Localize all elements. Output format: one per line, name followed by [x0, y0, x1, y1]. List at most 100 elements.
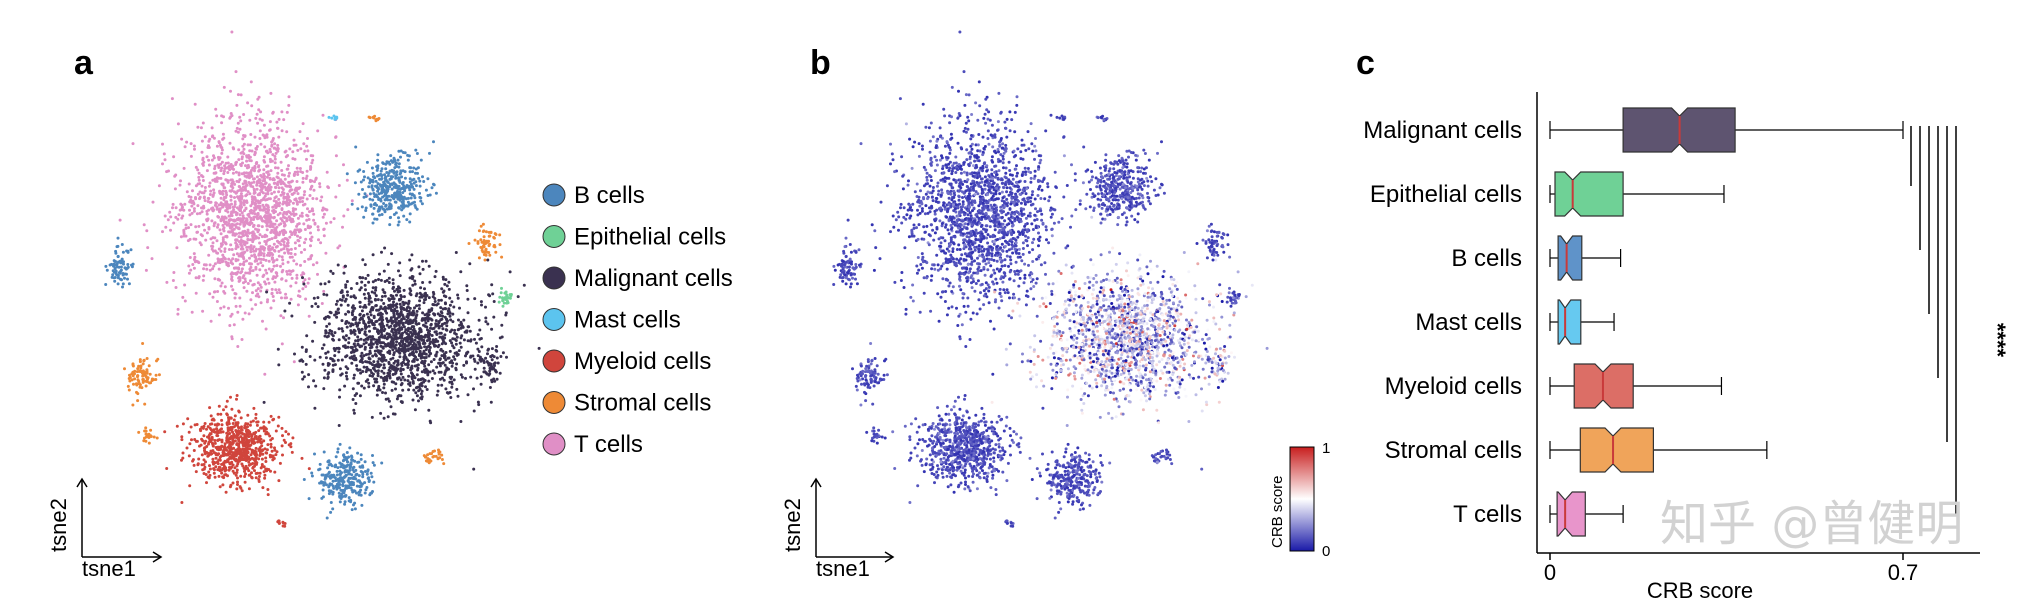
cell-point [240, 197, 244, 201]
cell-point [375, 377, 378, 381]
cell-point [299, 147, 303, 151]
cell-point [440, 354, 444, 358]
cell-point [361, 188, 364, 191]
cell-point [289, 212, 293, 216]
cell-point [429, 360, 433, 364]
cell-point [376, 164, 380, 168]
cell-point [395, 340, 399, 344]
cell-point [340, 471, 343, 475]
cell-point [457, 327, 461, 331]
cell-point [334, 464, 337, 468]
cell-point [345, 280, 349, 283]
cell-point [230, 465, 234, 469]
cell-point [298, 200, 302, 204]
cell-point [361, 276, 365, 280]
cell-point [508, 270, 512, 274]
cell-point [408, 292, 412, 295]
cell-point [250, 174, 254, 178]
cell-point [371, 212, 375, 216]
cell-point [436, 302, 440, 306]
cell-point [390, 187, 394, 191]
cell-point [483, 258, 487, 262]
cell-point [372, 360, 376, 364]
cell-point [441, 290, 445, 294]
cell-point [126, 250, 130, 254]
cell-point [333, 347, 337, 351]
cell-point [225, 431, 229, 435]
cell-point [371, 198, 375, 202]
cell-point [331, 507, 335, 511]
cell-point [215, 239, 219, 243]
cell-point [302, 193, 306, 197]
cell-point [135, 370, 139, 374]
cell-point [139, 366, 143, 370]
cell-point [327, 463, 331, 467]
cell-point [411, 398, 415, 402]
cell-point [349, 498, 353, 502]
cell-point [383, 294, 387, 298]
cell-point [305, 218, 309, 222]
cell-point [215, 207, 219, 211]
cell-point [322, 289, 326, 293]
cell-point [450, 382, 454, 386]
cell-point [234, 161, 238, 165]
cell-point [331, 369, 335, 372]
cell-point [192, 209, 196, 213]
cell-point [417, 354, 421, 358]
cell-point [343, 264, 347, 268]
cell-point [300, 370, 304, 374]
cell-point [337, 346, 341, 350]
cell-point [386, 415, 390, 419]
cell-point [216, 163, 220, 167]
cell-point [303, 278, 307, 282]
cell-point [230, 407, 234, 411]
cell-point [274, 288, 278, 292]
cell-point [293, 233, 297, 236]
cell-point [473, 337, 476, 341]
cell-point [299, 170, 303, 174]
cell-point [233, 296, 237, 300]
cell-point [368, 357, 372, 361]
cell-point [250, 149, 254, 153]
cell-point [266, 192, 270, 196]
cell-point [465, 289, 469, 292]
cell-point [267, 220, 271, 224]
cell-point [230, 114, 234, 118]
cell-point [113, 279, 117, 283]
cell-point [142, 359, 146, 363]
cell-point [343, 502, 347, 506]
cell-point [318, 355, 322, 359]
cell-point [419, 392, 423, 396]
cell-point [398, 196, 402, 199]
cell-point [199, 126, 203, 130]
cell-point [472, 357, 476, 361]
cell-point [208, 181, 212, 185]
cell-point [405, 218, 409, 222]
cell-point [296, 173, 300, 176]
cell-point [307, 467, 311, 471]
cell-point [211, 267, 215, 271]
cell-point [378, 205, 381, 209]
cell-point [344, 494, 348, 497]
cell-point [237, 231, 241, 235]
cell-point [247, 312, 251, 316]
cell-point [215, 300, 219, 303]
panel-a-label: a [74, 44, 94, 82]
cell-point [208, 426, 212, 430]
cell-point [267, 248, 271, 252]
cell-point [136, 378, 140, 382]
cell-point [398, 302, 402, 306]
cell-point [148, 372, 152, 376]
cell-point [318, 182, 322, 186]
cell-point [500, 335, 504, 339]
cell-point [376, 174, 379, 178]
cell-point [362, 170, 366, 173]
cell-point [318, 462, 322, 466]
cell-point [133, 372, 136, 376]
cell-point [366, 273, 370, 277]
cell-point [329, 489, 333, 493]
cell-point [301, 176, 305, 180]
cell-point [398, 286, 402, 290]
cell-point [466, 339, 470, 343]
